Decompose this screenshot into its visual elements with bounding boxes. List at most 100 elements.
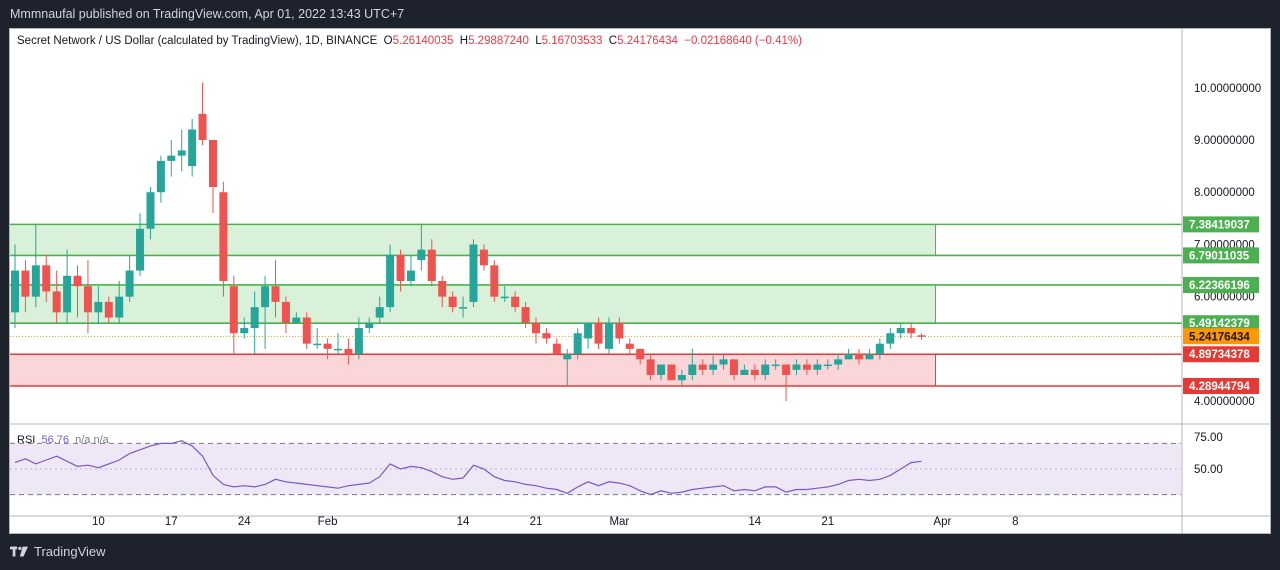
candle-body-87 xyxy=(917,335,926,337)
open-label: O xyxy=(383,35,393,47)
candle-body-83 xyxy=(875,343,884,355)
y-tick-0: 10.00000000 xyxy=(1194,83,1261,95)
candle-body-84 xyxy=(886,333,895,344)
candle-body-31 xyxy=(334,348,343,351)
candle-body-12 xyxy=(136,228,145,271)
candle-body-32 xyxy=(344,348,353,355)
x-tick-2: 24 xyxy=(238,516,251,528)
candle-body-29 xyxy=(313,343,322,346)
price-axis: 10.000000009.000000008.000000007.0000000… xyxy=(10,29,1270,533)
candle-body-41 xyxy=(438,281,447,297)
candle-body-59 xyxy=(625,343,634,349)
y-tick-2: 8.00000000 xyxy=(1194,187,1255,199)
candle-body-1 xyxy=(21,270,30,297)
candle-body-82 xyxy=(865,354,874,360)
candle-body-80 xyxy=(844,354,853,360)
x-tick-8: 21 xyxy=(821,516,834,528)
candle-body-86 xyxy=(907,328,916,334)
candle-body-70 xyxy=(740,369,749,375)
time-axis: 10 17 24 Feb 14 21 Mar 14 21 Apr 8 xyxy=(92,516,1019,528)
x-tick-4: 14 xyxy=(457,516,470,528)
candle-body-73 xyxy=(771,364,780,367)
candle-body-65 xyxy=(688,364,697,375)
x-tick-10: 8 xyxy=(1012,516,1018,528)
rsi-value: 56.76 xyxy=(41,434,69,446)
rsi-label[interactable]: RSI xyxy=(17,434,36,446)
candle-body-37 xyxy=(396,254,405,281)
candle-body-75 xyxy=(792,364,801,370)
candle-body-36 xyxy=(386,254,395,308)
price-tag-bg-5 xyxy=(1183,346,1259,363)
publish-header: Mmmnaufal published on TradingView.com, … xyxy=(0,0,1280,28)
candle-body-49 xyxy=(521,307,530,323)
price-tag-6: 4.28944794 xyxy=(1189,381,1250,393)
candle-body-33 xyxy=(354,328,363,355)
candle-body-58 xyxy=(615,322,624,339)
candle-body-69 xyxy=(729,359,738,375)
x-tick-6: Mar xyxy=(609,516,629,528)
y-tick-5: 4.00000000 xyxy=(1194,396,1255,408)
zones xyxy=(10,223,1182,387)
candle-body-77 xyxy=(813,364,822,370)
low-label: L xyxy=(535,35,542,47)
x-tick-0: 10 xyxy=(92,516,105,528)
x-tick-3: Feb xyxy=(318,516,338,528)
candle-body-51 xyxy=(542,333,551,339)
candle-body-66 xyxy=(698,364,707,370)
candle-body-18 xyxy=(198,113,207,140)
candle-body-39 xyxy=(417,249,426,261)
candle-body-10 xyxy=(115,296,124,318)
candle-body-57 xyxy=(604,322,613,349)
candle-body-54 xyxy=(573,333,582,355)
candle-body-35 xyxy=(375,307,384,318)
candle-body-3 xyxy=(42,265,51,292)
price-tag-bg-3 xyxy=(1183,315,1259,332)
candle-body-13 xyxy=(146,192,155,229)
candle-body-4 xyxy=(52,291,61,313)
price-tag-bg-6 xyxy=(1183,377,1259,394)
candle-body-72 xyxy=(761,364,770,375)
candle-body-9 xyxy=(104,301,113,318)
candle-body-45 xyxy=(479,249,488,266)
candle-body-76 xyxy=(802,364,811,370)
publish-info: Mmmnaufal published on TradingView.com, … xyxy=(10,7,405,21)
candle-body-52 xyxy=(552,343,561,355)
y-tick-4: 6.00000000 xyxy=(1194,292,1255,304)
candle-body-34 xyxy=(365,322,374,328)
candle-body-23 xyxy=(250,307,259,328)
candle-body-61 xyxy=(646,359,655,375)
candle-body-47 xyxy=(500,296,509,299)
candle-body-11 xyxy=(125,270,134,297)
rsi-pane: 75.00 50.00 xyxy=(10,432,1223,496)
candle-body-20 xyxy=(219,192,228,281)
price-tag-5: 4.89734378 xyxy=(1189,349,1250,361)
candle-body-19 xyxy=(208,140,217,187)
footer-brand[interactable]: TradingView xyxy=(34,544,106,559)
candle-body-50 xyxy=(532,322,540,334)
close-label: C xyxy=(608,35,618,47)
candle-body-60 xyxy=(636,348,645,360)
candle-body-7 xyxy=(83,286,92,313)
candle-body-6 xyxy=(73,275,82,287)
candle-body-28 xyxy=(302,317,311,344)
candle-body-44 xyxy=(469,244,478,302)
candle-body-64 xyxy=(677,375,686,381)
zone-fill-2 xyxy=(10,354,936,386)
candle-body-68 xyxy=(719,359,728,365)
candle-body-24 xyxy=(261,286,270,308)
chart-legend: Secret Network / US Dollar (calculated b… xyxy=(17,35,802,47)
open-value: 5.26140035 xyxy=(392,35,454,47)
candle-body-27 xyxy=(292,317,301,323)
x-tick-1: 17 xyxy=(165,516,178,528)
symbol-name[interactable]: Secret Network / US Dollar (calculated b… xyxy=(17,35,378,47)
price-tag-bg-4 xyxy=(1183,328,1259,345)
candle-body-81 xyxy=(855,354,864,360)
price-tag-2: 6.22366196 xyxy=(1189,280,1250,292)
price-tag-1: 6.79011035 xyxy=(1189,250,1250,262)
candle-body-30 xyxy=(323,343,332,349)
price-tag-3: 5.49142379 xyxy=(1189,318,1250,330)
candle-body-25 xyxy=(271,286,280,302)
candle-body-42 xyxy=(448,296,457,308)
candle-body-62 xyxy=(657,364,666,375)
